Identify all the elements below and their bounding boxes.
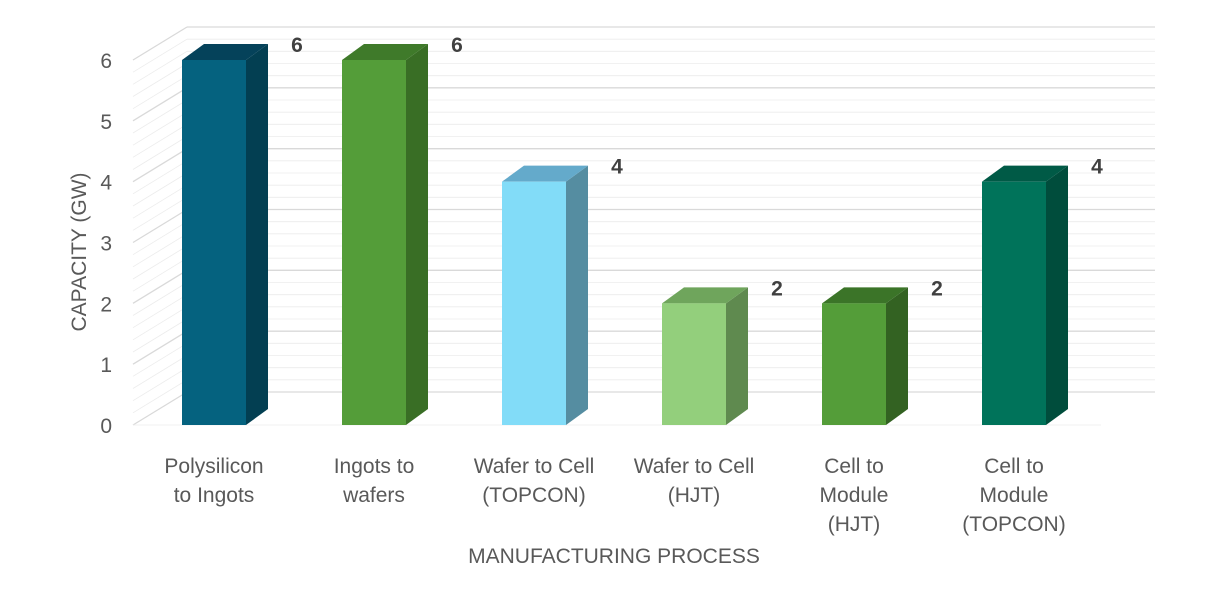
gridline-side xyxy=(132,257,188,292)
gridline-side xyxy=(132,318,188,353)
gridline-side xyxy=(132,379,188,414)
category-label-line: Wafer to Cell xyxy=(634,455,755,478)
data-label: 2 xyxy=(931,277,943,300)
category-label: Polysilicon to Ingots xyxy=(164,455,263,507)
gridline-side xyxy=(132,184,188,219)
y-tick-label: 0 xyxy=(100,415,112,438)
y-tick-label: 5 xyxy=(100,111,112,134)
y-tick-label: 2 xyxy=(100,293,112,316)
gridline-side xyxy=(132,63,188,97)
bar-top xyxy=(662,287,748,304)
category-label-line: Cell to xyxy=(984,455,1044,478)
category-label-line: Ingots to xyxy=(334,455,415,478)
gridline-side xyxy=(132,38,188,73)
gridline-side xyxy=(132,294,188,329)
gridline-side xyxy=(132,75,188,110)
category-label-line: wafers xyxy=(342,484,405,507)
bar xyxy=(982,181,1046,425)
bar-side xyxy=(406,44,428,425)
category-label-line: Cell to xyxy=(824,455,884,478)
gridline-side xyxy=(132,233,188,268)
bar-top xyxy=(982,165,1068,182)
gridline-side xyxy=(132,136,188,170)
bars xyxy=(182,44,1068,425)
gridline-side xyxy=(132,221,188,256)
data-labels: 6 6 4 2 2 4 xyxy=(291,34,1103,300)
gridline-side xyxy=(132,87,188,122)
gridline-side xyxy=(132,282,188,316)
bar xyxy=(342,60,406,425)
bar-top xyxy=(182,44,268,60)
data-label: 4 xyxy=(1091,156,1103,179)
bar-side xyxy=(1046,165,1068,425)
category-label-line: (TOPCON) xyxy=(482,484,585,507)
category-label: Ingots to wafers xyxy=(334,455,415,507)
category-label-line: Module xyxy=(820,484,889,507)
bar xyxy=(502,181,566,425)
bar-top xyxy=(342,44,428,60)
gridline-side xyxy=(132,50,188,85)
category-label-line: Polysilicon xyxy=(164,455,263,478)
gridline-side xyxy=(132,99,188,134)
bar xyxy=(662,303,726,425)
data-label: 4 xyxy=(611,156,623,179)
data-label: 6 xyxy=(451,34,463,57)
gridline-side xyxy=(132,355,188,389)
bar xyxy=(182,60,246,425)
gridline-side xyxy=(132,391,188,426)
bar-side xyxy=(726,287,748,425)
y-tick-label: 4 xyxy=(100,172,112,195)
y-axis-ticks: 0 1 2 3 4 5 6 xyxy=(100,50,112,438)
gridline-side xyxy=(132,342,188,377)
category-label-line: to Ingots xyxy=(174,484,255,507)
x-axis-categories: Polysilicon to Ingots Ingots to wafers Wafer… xyxy=(164,455,1065,536)
y-tick-label: 3 xyxy=(100,233,112,256)
gridline-side xyxy=(132,172,188,207)
bar xyxy=(822,303,886,425)
bar-side xyxy=(566,165,588,425)
category-label-line: Module xyxy=(980,484,1049,507)
gridline-side xyxy=(132,208,188,244)
x-axis-title: MANUFACTURING PROCESS xyxy=(468,545,760,568)
gridline-side xyxy=(132,196,188,231)
y-axis-title: CAPACITY (GW) xyxy=(68,172,91,331)
bar-side xyxy=(246,44,268,425)
category-label: Cell to Module (HJT) xyxy=(820,455,889,536)
data-label: 2 xyxy=(771,277,783,300)
category-label: Wafer to Cell (HJT) xyxy=(634,455,755,507)
gridline-side xyxy=(132,367,188,402)
gridline-side xyxy=(132,123,188,158)
gridline-side xyxy=(132,306,188,341)
gridline-side xyxy=(132,26,188,61)
category-label: Wafer to Cell (TOPCON) xyxy=(474,455,595,507)
gridline-side xyxy=(132,148,188,183)
gridline-side xyxy=(132,111,188,146)
gridline-side xyxy=(132,160,188,195)
category-label-line: Wafer to Cell xyxy=(474,455,595,478)
category-label-line: (TOPCON) xyxy=(962,513,1065,536)
category-label-line: (HJT) xyxy=(668,484,720,507)
bar-side xyxy=(886,287,908,425)
category-label-line: (HJT) xyxy=(828,513,880,536)
category-label: Cell to Module (TOPCON) xyxy=(962,455,1065,536)
data-label: 6 xyxy=(291,34,303,57)
gridline-side xyxy=(132,330,188,365)
y-tick-label: 1 xyxy=(100,354,112,377)
gridline-side xyxy=(132,269,188,304)
bar-top xyxy=(502,165,588,182)
bar-top xyxy=(822,287,908,304)
gridline-side xyxy=(132,245,188,280)
y-tick-label: 6 xyxy=(100,50,112,73)
